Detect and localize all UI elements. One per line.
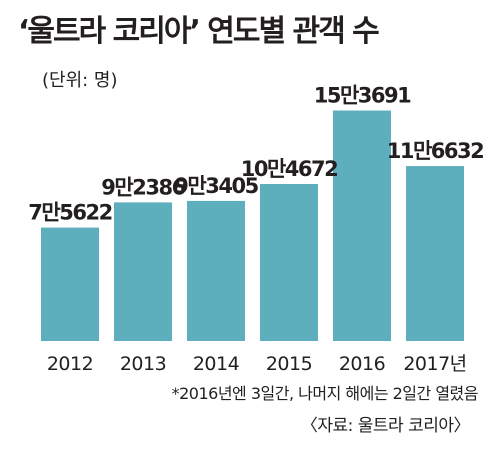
value-label: 7만5622 [28, 201, 111, 225]
bar-2016 [333, 110, 391, 341]
value-label: 9만2386 [101, 175, 185, 199]
x-tick-label: 2017년 [403, 353, 466, 375]
x-axis-ticks: 2012 2013 2014 2015 2016 2017년 [47, 353, 467, 375]
unit-note: (단위: 명) [42, 70, 118, 91]
chart-title: ‘울트라 코리아’ 연도별 관객 수 [18, 14, 380, 49]
bar-2012 [41, 227, 99, 341]
bars-layer [41, 110, 464, 341]
bar-2014 [187, 200, 245, 341]
x-tick-label: 2015 [266, 353, 312, 375]
x-tick-label: 2013 [120, 353, 166, 375]
bar-2015 [260, 184, 318, 341]
source-note: 〈자료: 울트라 코리아〉 [300, 416, 471, 436]
value-label: 15만3691 [314, 84, 411, 108]
value-label: 10만4672 [241, 157, 338, 181]
bar-2017년 [406, 166, 464, 341]
footnote: *2016년엔 3일간, 나머지 해에는 2일간 열렸음 [171, 384, 479, 403]
x-tick-label: 2012 [47, 353, 93, 375]
value-label: 9만3405 [174, 174, 258, 198]
x-tick-label: 2016 [339, 353, 385, 375]
x-tick-label: 2014 [193, 353, 240, 375]
value-label: 11만6632 [387, 139, 484, 163]
bar-2013 [114, 202, 172, 341]
